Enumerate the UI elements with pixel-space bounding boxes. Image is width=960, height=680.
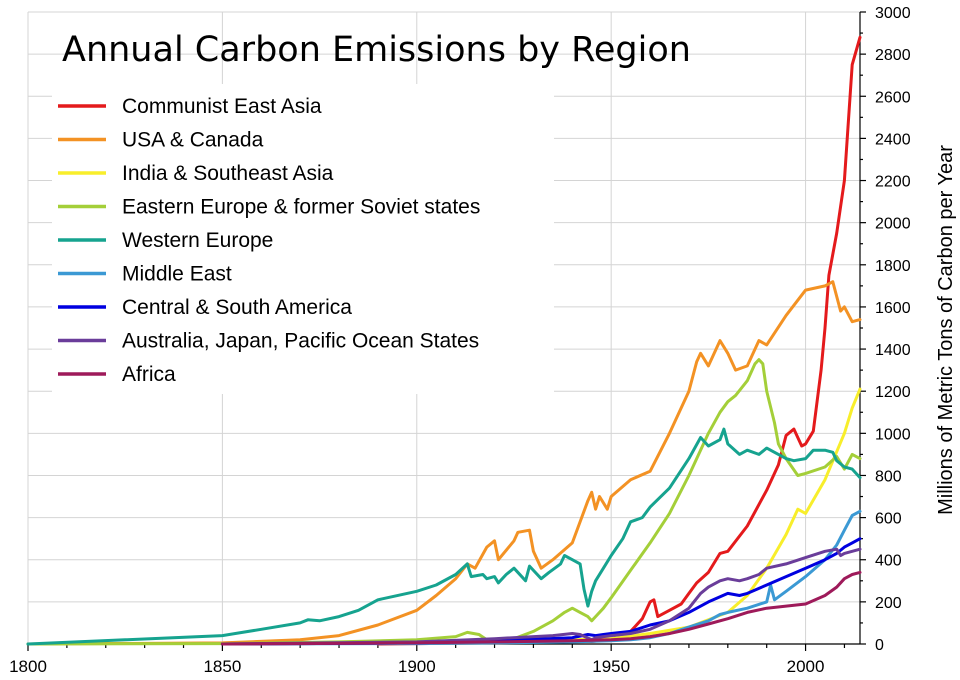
y-tick-label-2800: 2800 <box>875 47 911 64</box>
legend-label-2: USA & Canada <box>122 129 264 152</box>
y-tick-label-3000: 3000 <box>875 5 911 22</box>
y-tick-label-1600: 1600 <box>875 300 911 317</box>
y-tick-label-2000: 2000 <box>875 216 911 233</box>
y-tick-label-1400: 1400 <box>875 342 911 359</box>
y-tick-label-1000: 1000 <box>875 426 911 443</box>
legend-label-1: Communist East Asia <box>122 95 322 118</box>
y-tick-label-1800: 1800 <box>875 258 911 275</box>
chart-title: Annual Carbon Emissions by Region <box>62 30 691 70</box>
y-tick-label-400: 400 <box>875 553 902 570</box>
legend-background <box>52 84 554 394</box>
legend-label-3: India & Southeast Asia <box>122 162 334 185</box>
y-tick-label-0: 0 <box>875 637 884 654</box>
x-tick-label-1950: 1950 <box>592 657 630 676</box>
legend: Communist East Asia USA & Canada India & S… <box>52 84 554 394</box>
legend-label-6: Middle East <box>122 263 232 286</box>
x-tick-label-1900: 1900 <box>398 657 436 676</box>
y-tick-label-2400: 2400 <box>875 131 911 148</box>
series-line-7 <box>220 537 862 646</box>
y-tick-label-600: 600 <box>875 511 902 528</box>
y-tick-label-2200: 2200 <box>875 174 911 191</box>
legend-label-7: Central & South America <box>122 296 352 319</box>
x-tick-label-1850: 1850 <box>203 657 241 676</box>
y-tick-label-800: 800 <box>875 468 902 485</box>
y-tick-label-2600: 2600 <box>875 89 911 106</box>
x-tick-label-1800: 1800 <box>9 657 47 676</box>
legend-label-8: Australia, Japan, Pacific Ocean States <box>122 330 479 353</box>
y-axis-label: Millions of Metric Tons of Carbon per Ye… <box>935 145 957 515</box>
series-line-9 <box>220 570 862 646</box>
series-line-5 <box>26 427 862 646</box>
y-tick-label-200: 200 <box>875 595 902 612</box>
y-tick-label-1200: 1200 <box>875 384 911 401</box>
legend-label-4: Eastern Europe & former Soviet states <box>122 196 480 219</box>
x-tick-label-2000: 2000 <box>787 657 825 676</box>
legend-label-9: Africa <box>122 363 176 386</box>
axes: 0 200 400 600 800 1000 1200 1400 1600 1800 2000 220… <box>9 5 911 676</box>
legend-label-5: Western Europe <box>122 229 273 252</box>
series-line-8 <box>220 547 862 646</box>
series-lines <box>26 35 862 646</box>
